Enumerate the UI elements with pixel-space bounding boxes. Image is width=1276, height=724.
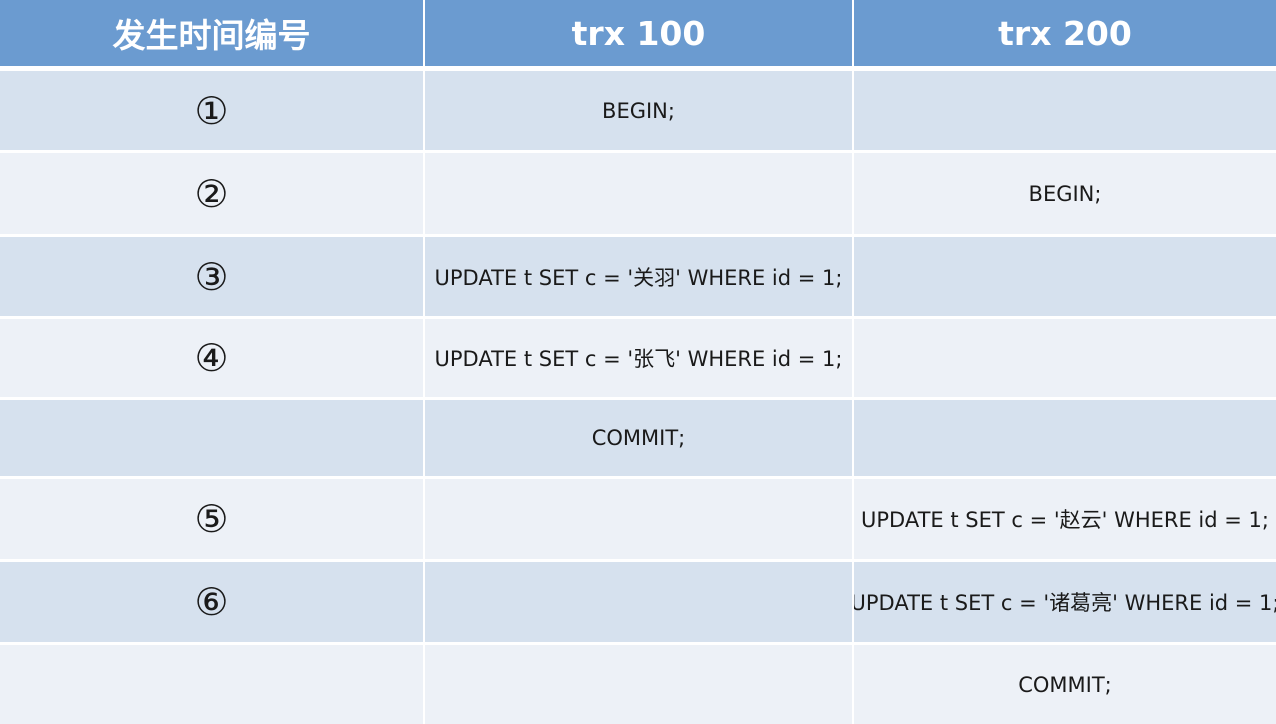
table-row-4-trx100: UPDATE t SET c = '张飞' WHERE id = 1; [425,319,852,397]
column-divider [423,71,425,150]
column-divider [423,400,425,476]
table-row-2-number: ② [0,153,423,234]
header-time-number: 发生时间编号 [0,0,423,66]
table-row-6-trx200: UPDATE t SET c = '赵云' WHERE id = 1; [854,479,1276,559]
column-divider [423,237,425,316]
row-divider [0,316,1276,319]
table-row-8-trx100 [425,645,852,724]
row-divider [0,476,1276,479]
row-divider [0,397,1276,400]
column-divider [852,562,854,642]
table-row-1-trx200 [854,71,1276,150]
table-row-8-trx200: COMMIT; [854,645,1276,724]
column-divider [852,319,854,397]
table-row-1-number: ① [0,71,423,150]
table-row-3-trx200 [854,237,1276,316]
column-divider [852,0,854,66]
table-row-5-trx200 [854,400,1276,476]
row-divider [0,234,1276,237]
column-divider [423,0,425,66]
table-row-6-trx100 [425,479,852,559]
table-row-4-number: ④ [0,319,423,397]
column-divider [852,237,854,316]
row-divider [0,642,1276,645]
table-row-7-trx200: UPDATE t SET c = '诸葛亮' WHERE id = 1; [854,562,1276,642]
table-row-5-trx100: COMMIT; [425,400,852,476]
table-row-7-trx100 [425,562,852,642]
table-row-8-number [0,645,423,724]
table-row-3-trx100: UPDATE t SET c = '关羽' WHERE id = 1; [425,237,852,316]
column-divider [852,71,854,150]
table-row-7-number: ⑥ [0,562,423,642]
column-divider [423,562,425,642]
table-row-2-trx200: BEGIN; [854,153,1276,234]
row-divider [0,66,1276,71]
column-divider [423,153,425,234]
column-divider [423,319,425,397]
table-row-3-number: ③ [0,237,423,316]
column-divider [852,479,854,559]
header-trx-200: trx 200 [854,0,1276,66]
column-divider [852,400,854,476]
table-row-5-number [0,400,423,476]
column-divider [423,645,425,724]
column-divider [423,479,425,559]
table-row-1-trx100: BEGIN; [425,71,852,150]
column-divider [852,645,854,724]
header-trx-100: trx 100 [425,0,852,66]
table-row-2-trx100 [425,153,852,234]
row-divider [0,559,1276,562]
column-divider [852,153,854,234]
row-divider [0,150,1276,153]
table-row-6-number: ⑤ [0,479,423,559]
table-row-4-trx200 [854,319,1276,397]
